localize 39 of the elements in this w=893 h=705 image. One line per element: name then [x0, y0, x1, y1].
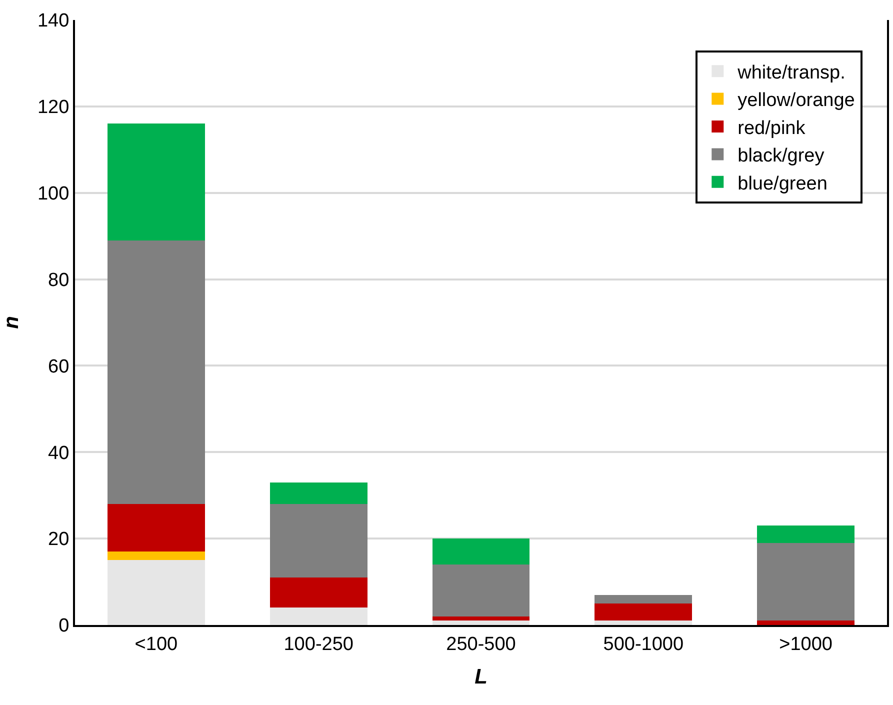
y-tick-label: 60 — [48, 356, 70, 378]
x-tick-label: >1000 — [779, 634, 832, 655]
y-tick-label: 0 — [58, 616, 70, 637]
bar — [270, 482, 368, 504]
bar — [432, 620, 530, 625]
y-tick-label: 40 — [48, 442, 70, 464]
bar — [757, 542, 855, 621]
legend-label: blue/green — [738, 173, 828, 194]
y-axis-title: n — [0, 316, 23, 329]
bar — [432, 564, 530, 616]
legend-label: black/grey — [738, 146, 825, 167]
bar — [432, 616, 530, 621]
y-tick-label: 120 — [37, 97, 70, 118]
bar — [107, 124, 205, 240]
bar — [107, 240, 205, 504]
x-axis-title: L — [474, 666, 488, 688]
x-tick-label: 100-250 — [284, 634, 354, 655]
x-tick-label: 250-500 — [446, 634, 516, 655]
bar — [270, 608, 368, 625]
y-tick-label: 20 — [48, 529, 70, 550]
bar — [757, 526, 855, 543]
legend-label: red/pink — [738, 118, 806, 139]
bar — [107, 560, 205, 625]
x-tick-label: <100 — [134, 634, 178, 655]
x-tick-label: 500-1000 — [603, 634, 684, 655]
bar — [107, 552, 205, 560]
bar — [270, 504, 368, 578]
bar — [594, 620, 692, 625]
bar — [757, 620, 855, 625]
legend-label: yellow/orange — [738, 90, 855, 112]
bar — [594, 594, 692, 604]
y-tick-label: 140 — [37, 10, 70, 32]
bar — [107, 504, 205, 552]
bar — [270, 577, 368, 608]
bar — [432, 538, 530, 564]
legend-label: white/transp. — [736, 62, 846, 84]
bar — [594, 603, 692, 621]
y-tick-label: 100 — [37, 184, 70, 205]
y-tick-label: 80 — [48, 270, 70, 291]
